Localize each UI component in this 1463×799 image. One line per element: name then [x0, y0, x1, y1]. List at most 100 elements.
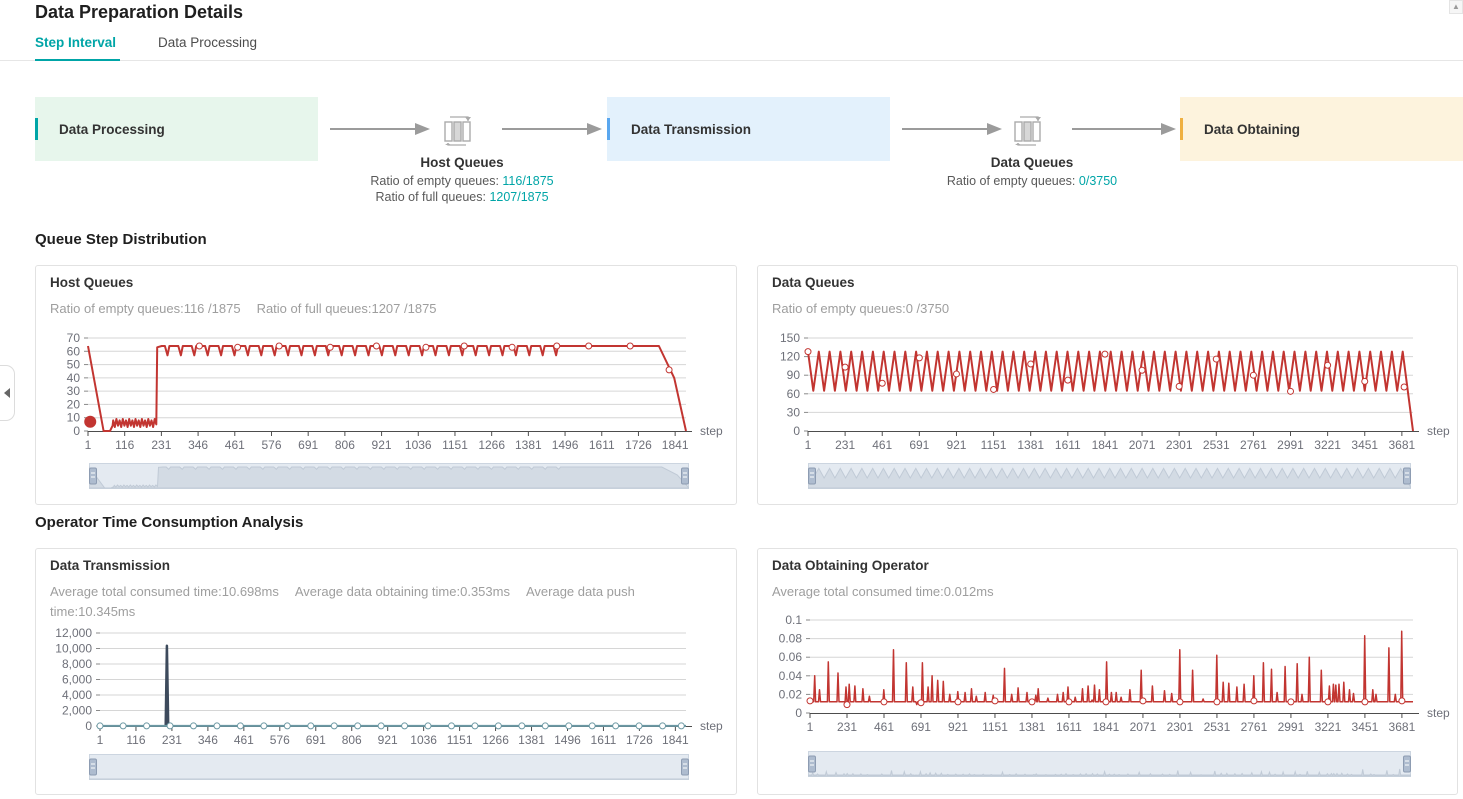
- svg-text:0: 0: [73, 424, 80, 438]
- svg-text:3681: 3681: [1389, 438, 1416, 452]
- svg-text:8,000: 8,000: [62, 657, 92, 671]
- data-obtaining-zoom-slider[interactable]: [808, 751, 1411, 777]
- svg-text:1151: 1151: [447, 733, 473, 747]
- flow-arrow-icon: [330, 123, 430, 135]
- flow-node-data-transmission: Data Transmission: [607, 97, 890, 161]
- svg-text:1266: 1266: [482, 733, 509, 747]
- flow-arrow-icon: [902, 123, 1002, 135]
- svg-text:70: 70: [67, 331, 81, 345]
- svg-text:921: 921: [948, 720, 968, 734]
- svg-text:120: 120: [780, 350, 800, 364]
- svg-text:1151: 1151: [981, 438, 1007, 452]
- svg-text:1: 1: [85, 438, 92, 452]
- host-queues-zoom-slider[interactable]: [89, 463, 689, 489]
- svg-text:576: 576: [270, 733, 290, 747]
- sidebar-collapse-handle[interactable]: [0, 365, 15, 421]
- svg-text:1841: 1841: [1092, 438, 1119, 452]
- data-queues-summary: Data Queues Ratio of empty queues: 0/375…: [912, 155, 1152, 189]
- svg-text:60: 60: [787, 387, 801, 401]
- scrollbar-up-arrow[interactable]: ▲: [1449, 0, 1463, 14]
- tab-data-processing[interactable]: Data Processing: [158, 35, 258, 50]
- svg-text:step: step: [700, 719, 723, 733]
- svg-text:1381: 1381: [1019, 720, 1046, 734]
- chart-title: Data Obtaining Operator: [772, 558, 929, 573]
- chart-stats: Average total consumed time:0.012ms: [772, 584, 994, 599]
- svg-text:806: 806: [342, 733, 362, 747]
- svg-text:691: 691: [909, 438, 929, 452]
- svg-text:step: step: [1427, 706, 1450, 720]
- svg-text:1266: 1266: [478, 438, 505, 452]
- data-transmission-card: Data Transmission Average total consumed…: [35, 548, 737, 795]
- svg-text:1: 1: [805, 438, 812, 452]
- collapse-left-arrow-icon: [4, 388, 10, 398]
- data-queues-title: Data Queues: [990, 155, 1074, 170]
- chart-stats: Ratio of empty queues:0 /3750: [772, 301, 950, 316]
- svg-text:0.1: 0.1: [785, 613, 802, 627]
- flow-accent-bar: [35, 118, 38, 140]
- svg-text:1611: 1611: [1055, 438, 1081, 452]
- svg-text:1841: 1841: [1093, 720, 1120, 734]
- svg-text:1381: 1381: [518, 733, 545, 747]
- svg-text:1496: 1496: [554, 733, 581, 747]
- tab-step-interval[interactable]: Step Interval: [35, 35, 117, 50]
- svg-text:40: 40: [67, 371, 81, 385]
- svg-text:12,000: 12,000: [55, 626, 92, 640]
- section-title-queue-step-distribution: Queue Step Distribution: [35, 231, 207, 248]
- svg-text:60: 60: [67, 344, 81, 358]
- svg-text:0.06: 0.06: [779, 650, 803, 664]
- svg-text:2761: 2761: [1241, 720, 1268, 734]
- svg-text:step: step: [1427, 424, 1450, 438]
- svg-text:1151: 1151: [442, 438, 468, 452]
- svg-text:2071: 2071: [1130, 720, 1157, 734]
- data-queues-chart: 0 30 60 90 120 150 1 231 461 691 921 1151 1381 1611 18…: [780, 331, 1450, 452]
- svg-text:1036: 1036: [405, 438, 432, 452]
- svg-text:2991: 2991: [1277, 438, 1304, 452]
- chart-stats: Average total consumed time:10.698ms Aver…: [50, 584, 635, 619]
- svg-text:1611: 1611: [1056, 720, 1082, 734]
- svg-text:0.08: 0.08: [779, 632, 803, 646]
- svg-text:4,000: 4,000: [62, 688, 92, 702]
- svg-text:2,000: 2,000: [62, 704, 92, 718]
- svg-text:2301: 2301: [1166, 438, 1193, 452]
- svg-text:3681: 3681: [1389, 720, 1416, 734]
- svg-text:1841: 1841: [662, 733, 689, 747]
- tab-bar: Step Interval Data Processing: [0, 33, 1463, 61]
- chart-title: Data Queues: [772, 275, 855, 290]
- data-transmission-zoom-slider[interactable]: [89, 754, 689, 780]
- svg-text:921: 921: [372, 438, 392, 452]
- flow-node-data-obtaining: Data Obtaining: [1180, 97, 1463, 161]
- svg-text:1: 1: [97, 733, 104, 747]
- svg-text:3451: 3451: [1351, 438, 1378, 452]
- svg-text:step: step: [700, 424, 723, 438]
- svg-text:346: 346: [198, 733, 218, 747]
- svg-text:2301: 2301: [1167, 720, 1194, 734]
- flow-accent-bar: [607, 118, 610, 140]
- svg-text:20: 20: [67, 397, 81, 411]
- svg-text:231: 231: [837, 720, 857, 734]
- svg-text:0: 0: [85, 719, 92, 733]
- data-obtaining-operator-card: Data Obtaining Operator Average total co…: [757, 548, 1458, 795]
- flow-arrow-icon: [1072, 123, 1176, 135]
- chart-title: Host Queues: [50, 275, 134, 290]
- queue-buffer-icon: [444, 116, 471, 146]
- svg-text:2071: 2071: [1129, 438, 1156, 452]
- svg-text:1151: 1151: [982, 720, 1008, 734]
- chart-stats: Ratio of empty queues:116 /1875 Ratio of …: [50, 301, 437, 316]
- flow-node-label: Data Processing: [59, 121, 165, 137]
- svg-text:2531: 2531: [1204, 720, 1231, 734]
- svg-text:6,000: 6,000: [62, 673, 92, 687]
- svg-text:3221: 3221: [1315, 720, 1342, 734]
- data-queues-zoom-slider[interactable]: [808, 463, 1411, 489]
- svg-text:1611: 1611: [589, 438, 615, 452]
- flow-node-label: Data Transmission: [631, 121, 752, 137]
- svg-text:90: 90: [787, 368, 801, 382]
- svg-text:921: 921: [378, 733, 398, 747]
- svg-text:921: 921: [946, 438, 966, 452]
- svg-text:461: 461: [225, 438, 245, 452]
- svg-text:691: 691: [306, 733, 326, 747]
- svg-text:1: 1: [807, 720, 814, 734]
- svg-text:806: 806: [335, 438, 355, 452]
- flow-node-data-processing: Data Processing: [35, 97, 318, 161]
- svg-text:346: 346: [188, 438, 208, 452]
